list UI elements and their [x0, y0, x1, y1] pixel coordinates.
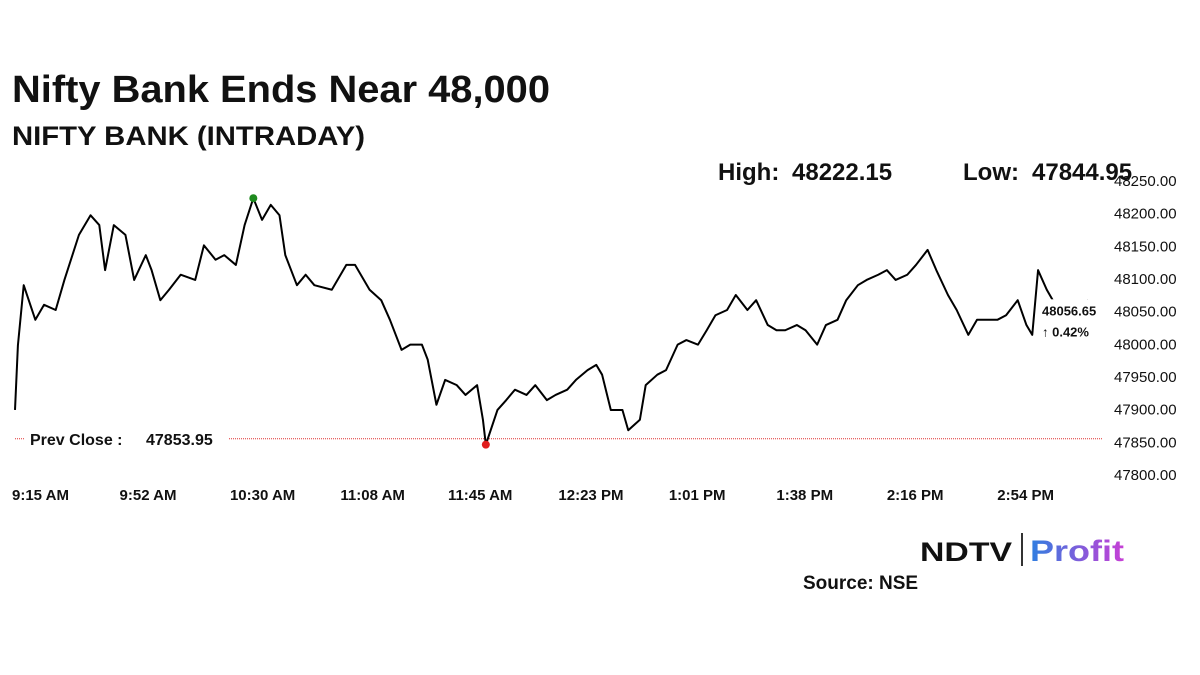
prev-close-label: Prev Close : — [30, 432, 122, 449]
x-tick-label: 1:01 PM — [669, 487, 726, 504]
y-tick-label: 48100.00 — [1114, 271, 1177, 288]
last-label-bg — [1038, 299, 1110, 342]
change-label: ↑ 0.42% — [1042, 324, 1089, 339]
prev-close-value: 47853.95 — [146, 432, 213, 449]
chart-subtitle: NIFTY BANK (INTRADAY) — [12, 121, 365, 151]
y-tick-label: 48000.00 — [1114, 336, 1177, 353]
x-tick-label: 1:38 PM — [776, 487, 833, 504]
logo: NDTV Profit — [920, 533, 1124, 568]
x-tick-label: 12:23 PM — [558, 487, 623, 504]
low-value: 47844.95 — [1032, 159, 1132, 186]
chart-title: Nifty Bank Ends Near 48,000 — [12, 69, 550, 111]
price-line — [14, 197, 1103, 446]
last-value-label: 48056.65 — [1042, 303, 1096, 318]
x-tick-label: 11:08 AM — [340, 487, 404, 504]
y-tick-label: 47850.00 — [1114, 434, 1177, 451]
x-tick-label: 2:54 PM — [997, 487, 1054, 504]
high-point — [249, 194, 258, 203]
logo-product: Profit — [1030, 535, 1124, 568]
y-tick-label: 48050.00 — [1114, 304, 1177, 321]
high-value: 48222.15 — [792, 159, 892, 186]
low-point — [481, 440, 490, 449]
y-tick-label: 47800.00 — [1114, 467, 1177, 484]
high-label: High: — [718, 159, 779, 186]
y-tick-label: 47950.00 — [1114, 369, 1177, 386]
y-tick-label: 48250.00 — [1114, 173, 1177, 190]
x-tick-label: 10:30 AM — [230, 487, 295, 504]
source: Source: NSE — [803, 573, 918, 594]
y-tick-label: 48150.00 — [1114, 238, 1177, 255]
x-tick-label: 9:52 AM — [120, 487, 177, 504]
y-tick-label: 47900.00 — [1114, 402, 1177, 419]
x-tick-label: 11:45 AM — [448, 487, 512, 504]
x-tick-label: 9:15 AM — [12, 487, 69, 504]
prev-close-label-bg — [24, 426, 229, 449]
logo-brand: NDTV — [920, 537, 1012, 567]
y-tick-label: 48200.00 — [1114, 206, 1177, 223]
x-tick-label: 2:16 PM — [887, 487, 944, 504]
low-label: Low: — [963, 159, 1019, 186]
